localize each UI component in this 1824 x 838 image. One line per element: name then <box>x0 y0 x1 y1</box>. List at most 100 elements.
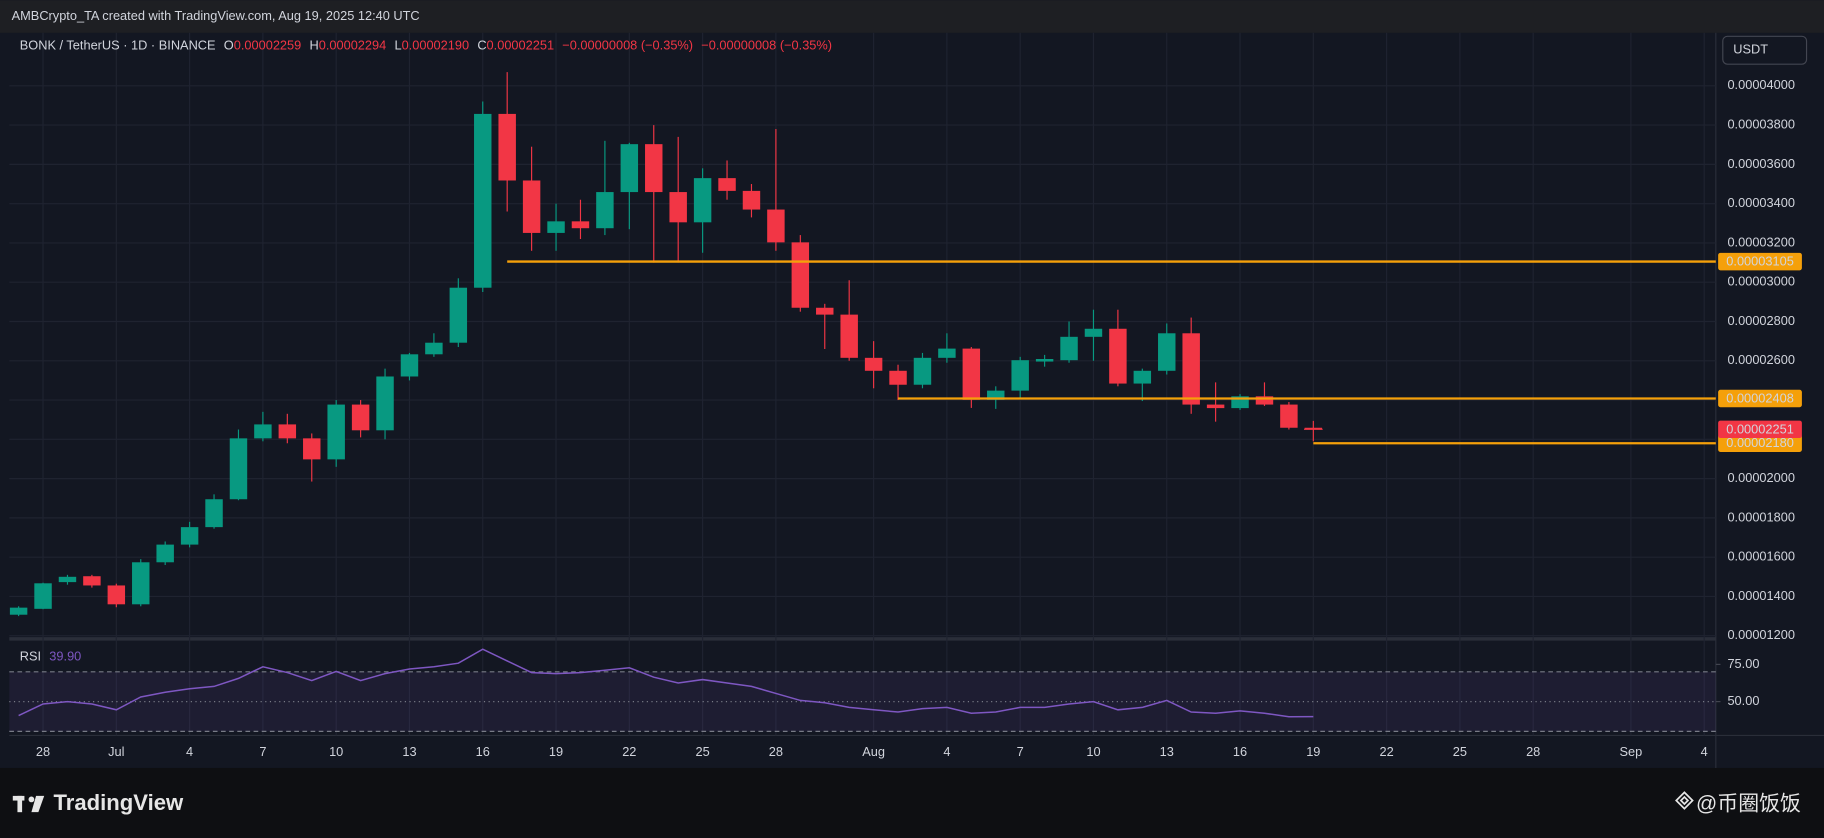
ohlc-value: 0.00002259 <box>234 38 302 53</box>
ohlc-letter: L <box>394 38 401 53</box>
rsi-name: RSI <box>20 649 41 664</box>
change: −0.00000008 (−0.35%) <box>701 38 832 53</box>
x-tick-label: 16 <box>476 744 490 759</box>
x-tick-label: Aug <box>862 744 885 759</box>
level-label: 0.00002180 <box>1726 435 1794 450</box>
unit-box[interactable] <box>1722 35 1808 65</box>
y-tick-label: 0.00002000 <box>1727 470 1795 485</box>
candle-body <box>1231 396 1249 409</box>
candle-body <box>1133 370 1152 384</box>
candle-body <box>180 527 199 545</box>
top-bar <box>0 0 1824 33</box>
candle-body <box>425 342 443 355</box>
candle-body <box>913 357 932 385</box>
candle-body <box>718 178 736 191</box>
ohlc-value: 0.00002294 <box>319 38 387 53</box>
candle-body <box>620 144 639 193</box>
candle-body <box>83 576 101 586</box>
candle-body <box>1182 333 1200 405</box>
candle-body <box>1304 427 1323 430</box>
candle-body <box>1255 396 1274 405</box>
x-tick-label: 10 <box>1086 744 1100 759</box>
ohlc-letter: C <box>477 38 486 53</box>
x-tick-label: 28 <box>36 744 50 759</box>
y-tick-label: 0.00002800 <box>1727 313 1795 328</box>
logo-part <box>28 796 35 803</box>
ohlc-value: 0.00002190 <box>402 38 470 53</box>
candle-body <box>205 499 223 528</box>
y-tick-label: 0.00001800 <box>1727 509 1795 524</box>
x-tick-label: 25 <box>1453 744 1467 759</box>
x-tick-label: 10 <box>329 744 343 759</box>
candle-body <box>498 113 516 181</box>
x-tick-label: 22 <box>1380 744 1394 759</box>
x-tick-label: 7 <box>1017 744 1024 759</box>
candle-body <box>351 404 370 431</box>
candle-body <box>791 242 810 308</box>
candle-body <box>278 424 297 439</box>
x-tick-label: 7 <box>259 744 266 759</box>
x-tick-label: 13 <box>402 744 416 759</box>
candle-body <box>229 438 248 500</box>
y-tick-label: 0.00001400 <box>1727 588 1795 603</box>
brand: TradingView <box>54 790 185 815</box>
candle-body <box>1109 328 1127 384</box>
candle-body <box>1280 404 1298 428</box>
candle-body <box>254 424 272 439</box>
x-tick-label: Jul <box>108 744 124 759</box>
candle-body <box>400 354 419 377</box>
candle-body <box>596 192 614 229</box>
symbol-legend: BONK / TetherUS · 1D · BINANCE O0.000022… <box>20 38 832 53</box>
rsi-line <box>18 648 1314 718</box>
candle-body <box>303 438 321 460</box>
x-tick-label: 22 <box>622 744 636 759</box>
candle-body <box>547 221 565 233</box>
rsi-legend: RSI 39.90 <box>20 649 82 664</box>
logo-part <box>17 795 23 813</box>
watermark-icon <box>1675 791 1694 810</box>
last-price-tag <box>1718 420 1802 439</box>
x-tick-label: 4 <box>1701 744 1708 759</box>
candle-body <box>840 314 858 358</box>
y-tick-label: 0.00003400 <box>1727 195 1795 210</box>
y-tick-label: 0.00001600 <box>1727 549 1795 564</box>
x-tick-label: Sep <box>1620 744 1643 759</box>
candle-body <box>571 221 590 229</box>
y-tick-label: 0.00003800 <box>1727 116 1795 131</box>
change: −0.00000008 (−0.35%) <box>562 38 693 53</box>
x-tick-label: 19 <box>549 744 563 759</box>
symbol: BONK / TetherUS · 1D · BINANCE <box>20 38 216 53</box>
candle-body <box>107 585 126 605</box>
x-tick-label: 28 <box>769 744 783 759</box>
y-tick-label: 75.00 <box>1727 656 1759 671</box>
candle-body <box>938 348 956 358</box>
candle-body <box>474 113 492 288</box>
x-tick-label: 25 <box>696 744 710 759</box>
candle-body <box>1158 333 1176 371</box>
last-price-label: 0.00002251 <box>1726 421 1794 436</box>
candle-body <box>34 583 52 609</box>
level-tag <box>1718 252 1802 271</box>
candle-body <box>693 178 712 223</box>
y-tick-label: 0.00003000 <box>1727 274 1795 289</box>
level-tag <box>1718 434 1802 452</box>
x-tick-label: 4 <box>943 744 950 759</box>
ohlc-letter: O <box>224 38 234 53</box>
watermark: @币圈饭饭 <box>1696 793 1801 816</box>
ohlc-letter: H <box>309 38 318 53</box>
y-tick-label: 0.00004000 <box>1727 77 1795 92</box>
y-tick-label: 50.00 <box>1727 693 1759 708</box>
y-tick-label: 0.00003200 <box>1727 234 1795 249</box>
candle-body <box>522 180 541 233</box>
logo <box>12 795 45 813</box>
candle-body <box>864 357 883 371</box>
candle-body <box>742 190 761 210</box>
x-tick-label: 4 <box>186 744 193 759</box>
candle-body <box>376 376 394 431</box>
candle-body <box>767 209 785 243</box>
ohlc-value: 0.00002251 <box>487 38 555 53</box>
candle-body <box>987 390 1005 400</box>
candle-body <box>669 192 687 223</box>
candle-body <box>1035 359 1054 362</box>
